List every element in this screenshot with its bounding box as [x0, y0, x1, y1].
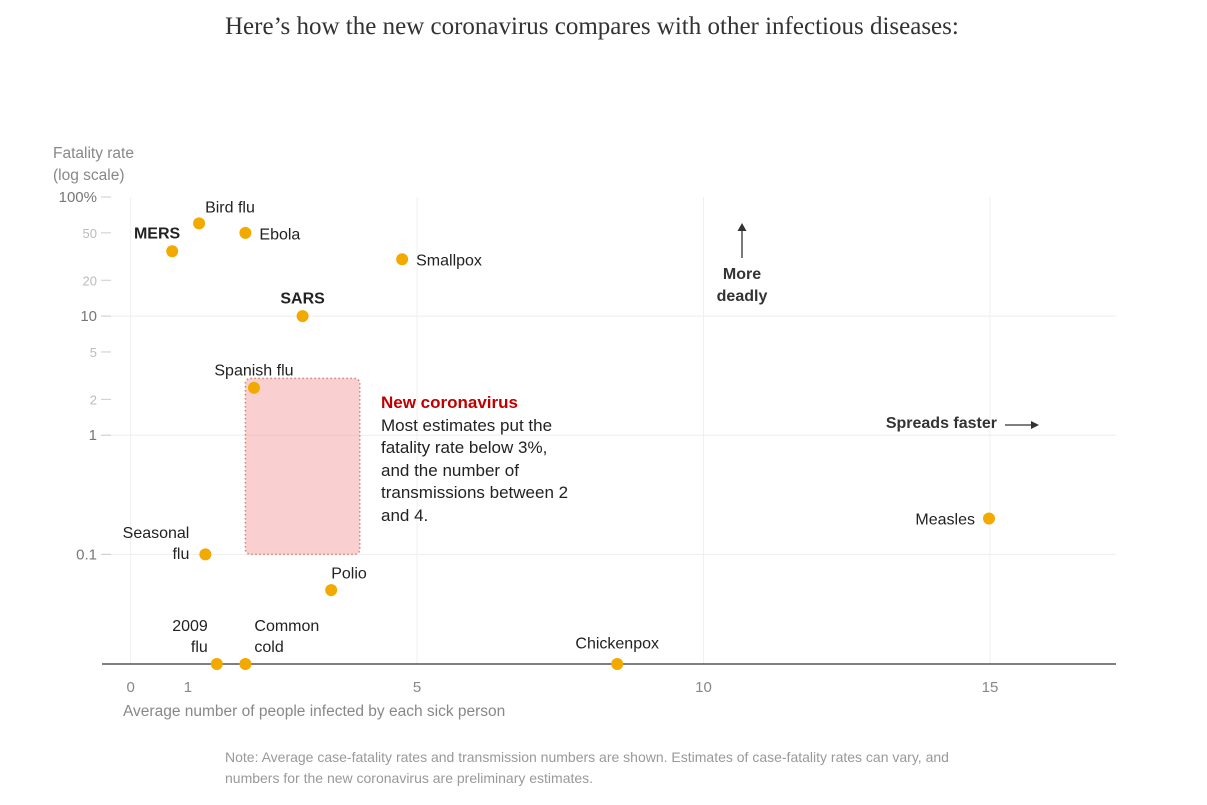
point-label: Smallpox	[416, 252, 482, 270]
point-label: Spanish flu	[214, 362, 294, 380]
point-label: Seasonal flu	[122, 525, 190, 564]
point-label: Common cold	[254, 618, 320, 656]
annotation: More deadly	[716, 266, 768, 305]
highlight-annotation: New coronavirus Most estimates put the fa…	[381, 392, 573, 527]
y-tick-label: 1	[89, 427, 97, 444]
x-tick-label: 0	[126, 679, 134, 696]
point	[247, 381, 260, 394]
point	[239, 226, 252, 239]
x-tick-label: 5	[413, 679, 421, 696]
point	[611, 658, 624, 670]
point	[296, 310, 309, 323]
point	[166, 245, 179, 258]
point	[983, 512, 995, 525]
y-tick-label: 10	[80, 308, 97, 325]
annotation: Spreads faster	[885, 415, 997, 432]
highlight-title: New coronavirus	[381, 393, 518, 412]
point	[239, 658, 252, 670]
point-label: Ebola	[259, 226, 301, 244]
x-tick-label: 10	[695, 679, 712, 696]
y-tick-label: 2	[90, 392, 97, 407]
y-tick-label: 50	[83, 226, 97, 241]
point	[325, 584, 338, 597]
y-tick-label: 100%	[59, 189, 97, 206]
x-axis-label: Average number of people infected by eac…	[123, 703, 506, 720]
y-axis-label: Fatality rate (log scale)	[53, 145, 134, 184]
point-label: 2009 flu	[172, 618, 208, 656]
highlight-text: Most estimates put the fatality rate bel…	[381, 415, 569, 525]
point-label: SARS	[280, 290, 325, 308]
point-label: Bird flu	[205, 199, 255, 217]
point	[199, 548, 212, 561]
highlight-box	[244, 377, 361, 556]
y-tick-label: 20	[83, 273, 97, 288]
point	[193, 217, 206, 230]
note: Note: Average case-fatality rates and tr…	[225, 749, 949, 786]
y-tick-label: 5	[90, 345, 97, 360]
x-tick-label: 15	[982, 679, 999, 696]
point	[396, 253, 409, 266]
arrow-right-head	[1031, 421, 1039, 429]
point-label: Measles	[915, 511, 975, 529]
heading: Here’s how the new coronavirus compares …	[225, 13, 959, 40]
arrow-up-head	[737, 223, 747, 231]
point-label: MERS	[133, 225, 181, 243]
y-tick-label: 0.1	[76, 546, 97, 563]
point-label: Polio	[331, 565, 367, 583]
point-label: Chickenpox	[575, 635, 659, 653]
point	[210, 658, 223, 670]
x-tick-label: 1	[184, 679, 192, 696]
